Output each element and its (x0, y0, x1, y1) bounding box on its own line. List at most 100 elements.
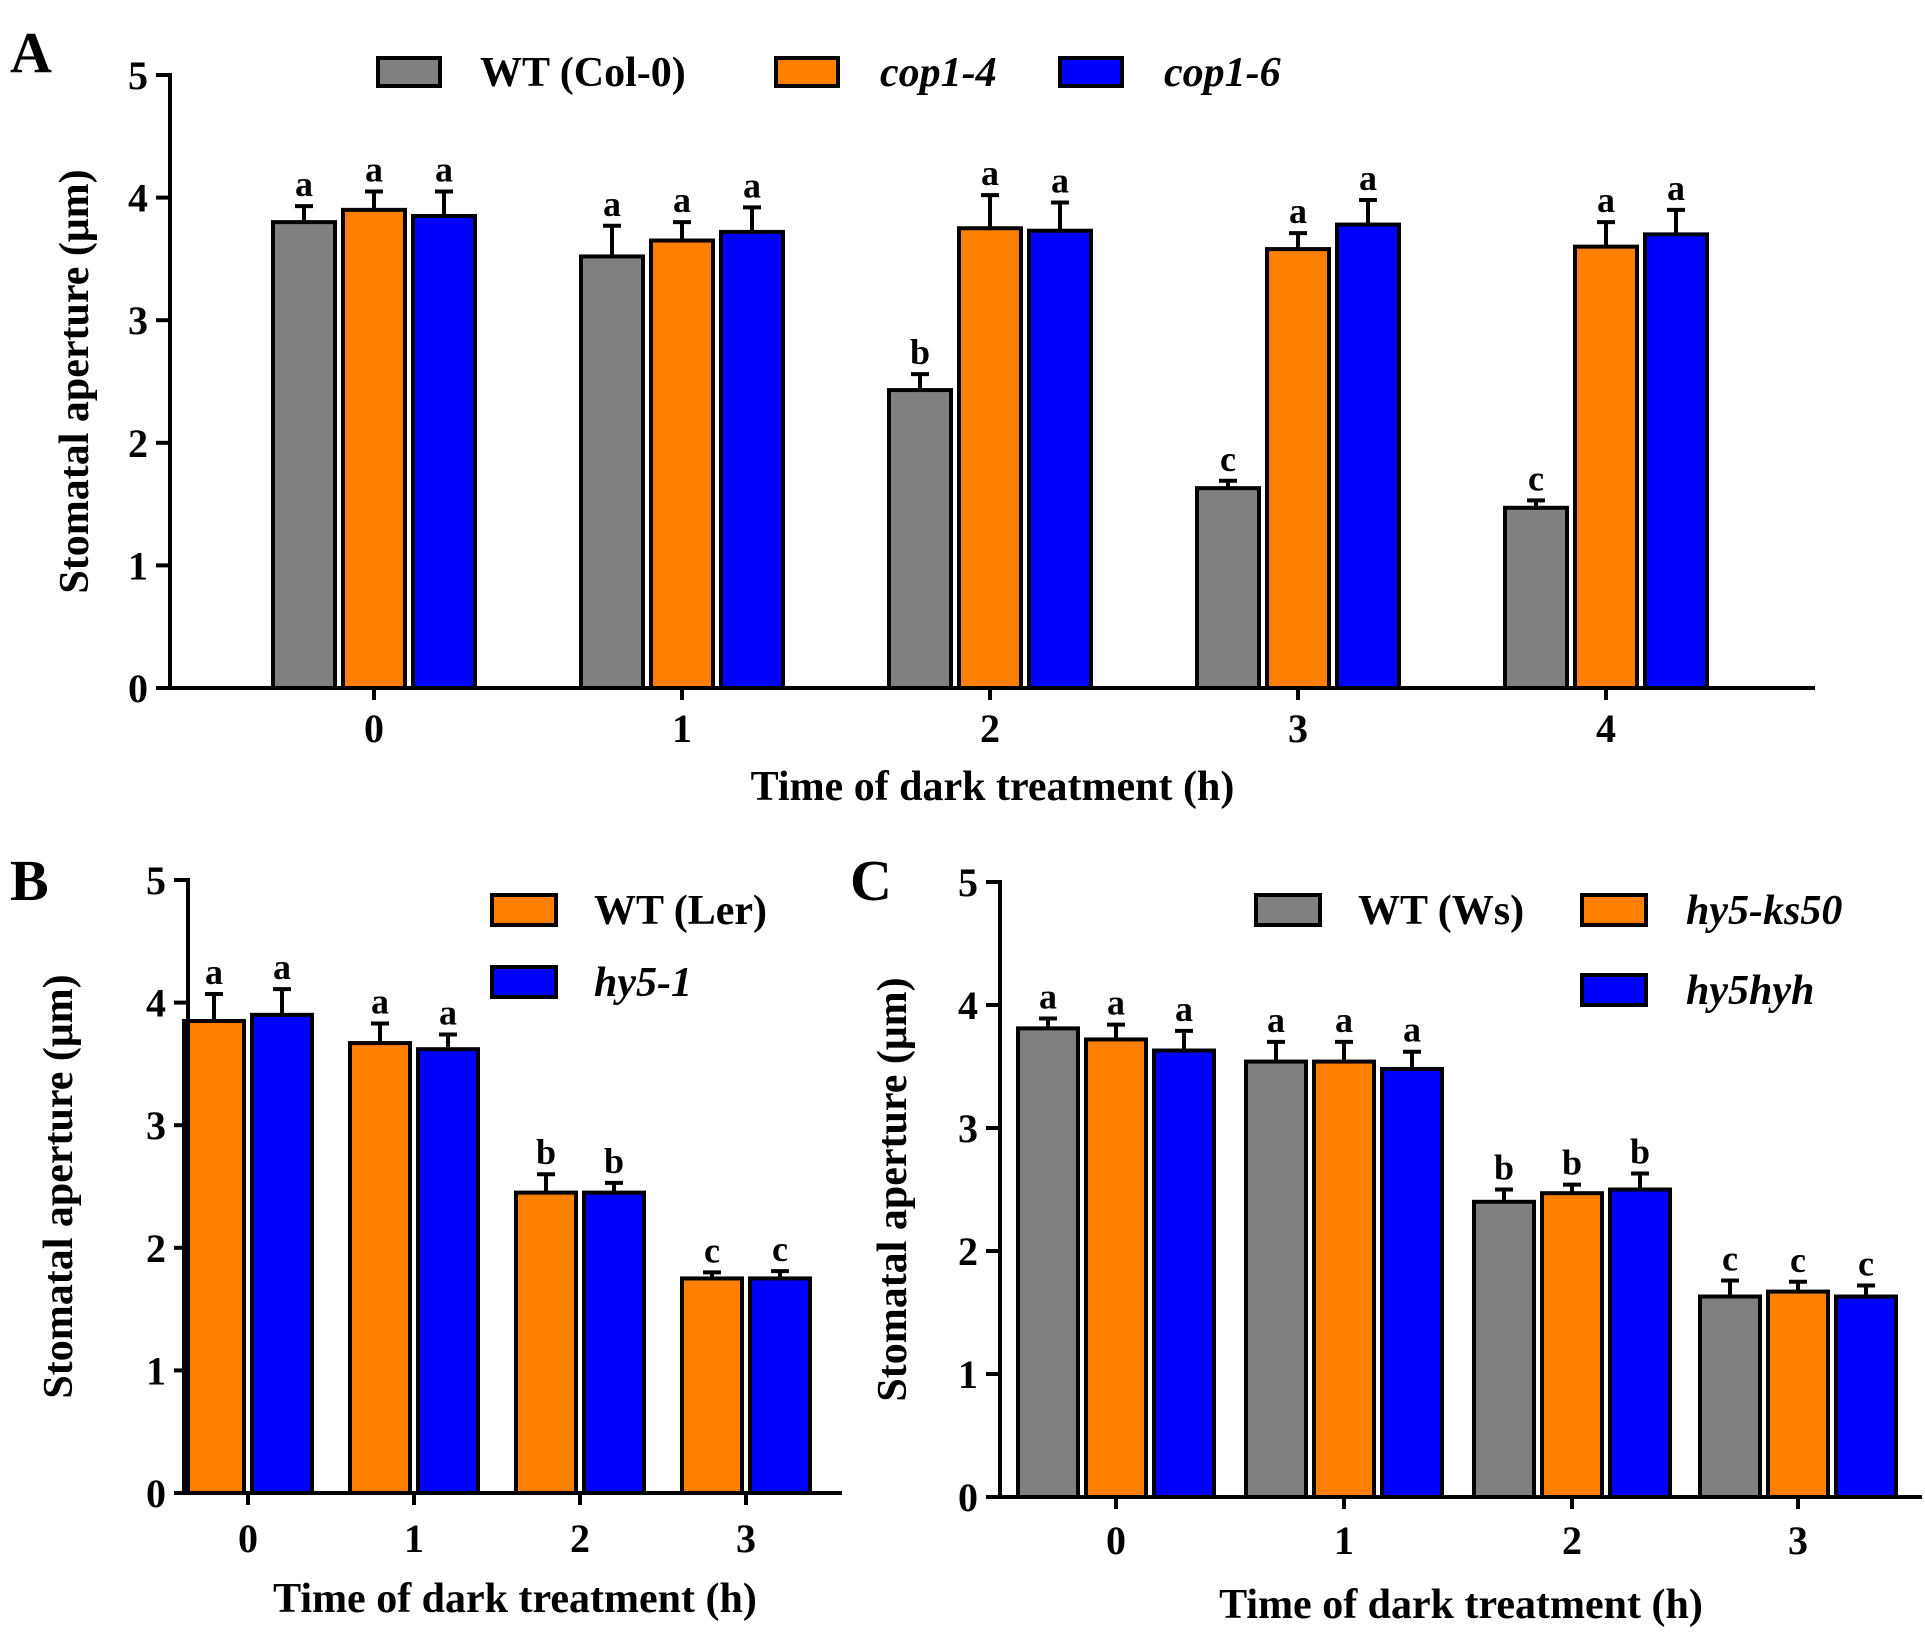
x-tick-label: 3 (736, 1516, 756, 1561)
y-tick-label: 1 (958, 1352, 978, 1397)
bar (680, 1276, 744, 1495)
significance-letter: a (439, 992, 457, 1032)
legend-label: WT (Col-0) (480, 50, 686, 96)
legend: WT (Col-0) cop1-4 cop1-6 (376, 50, 1281, 96)
legend-label: hy5-ks50 (1686, 888, 1842, 934)
significance-letter: b (1494, 1148, 1514, 1188)
bar (1540, 1191, 1604, 1499)
significance-letter: c (1790, 1240, 1806, 1280)
x-axis-label: Time of dark treatment (h) (1219, 1582, 1703, 1628)
y-tick-label: 2 (958, 1229, 978, 1274)
legend-label: hy5-1 (594, 960, 692, 1006)
legend: WT (Ws) hy5-ks50 hy5hyh (1254, 888, 1842, 1014)
legend-swatch (1580, 973, 1648, 1007)
bar (1573, 244, 1639, 690)
x-tick-label: 0 (364, 706, 384, 751)
x-tick-label: 4 (1596, 706, 1616, 751)
y-tick-label: 3 (146, 1103, 166, 1148)
bar (1608, 1187, 1672, 1499)
bar (271, 220, 337, 690)
significance-letter: c (1528, 458, 1544, 498)
panel-letter-text: B (10, 848, 49, 913)
significance-letter: a (603, 184, 621, 224)
y-tick-label: 2 (128, 421, 148, 466)
y-tick-label: 0 (128, 666, 148, 711)
panel-c-chart: Ca a b c a a b c a a b c 0 1 2 3 4 5 0 1 2 3 Time of dark trea… (850, 848, 1922, 1628)
y-tick-label: 4 (128, 176, 148, 221)
significance-letter: a (1039, 977, 1057, 1017)
bar (1834, 1294, 1898, 1500)
bar (1244, 1059, 1308, 1499)
x-axis-label: Time of dark treatment (h) (751, 764, 1235, 810)
significance-letter: a (1107, 983, 1125, 1023)
y-tick-label: 5 (128, 53, 148, 98)
legend-label: WT (Ws) (1358, 888, 1524, 934)
significance-letter: c (1858, 1243, 1874, 1283)
bar (1698, 1294, 1762, 1500)
significance-letter: c (1722, 1239, 1738, 1279)
significance-letter: a (1267, 1000, 1285, 1040)
legend-swatch (490, 965, 558, 999)
panel-b-chart: Ba a b c a a b c 0 1 2 3 4 5 0 1 2 3 Time of dark treatmen… (10, 848, 842, 1622)
panel-a-chart: Aa a b c c a a a a a a a a a a 0 1 2 3 4 5 0 1 2 3 4 Time of dark … (10, 20, 1815, 810)
x-tick-label: 3 (1288, 706, 1308, 751)
bar (1380, 1066, 1444, 1499)
bar (1503, 505, 1569, 691)
x-tick-label: 3 (1788, 1518, 1808, 1563)
bar (416, 1047, 480, 1495)
significance-letter: b (1630, 1132, 1650, 1172)
x-tick-label: 2 (1562, 1518, 1582, 1563)
y-tick-label: 0 (146, 1471, 166, 1516)
significance-letter: a (371, 981, 389, 1021)
significance-letter: a (1335, 1000, 1353, 1040)
significance-letter: a (1051, 161, 1069, 201)
significance-letter: b (536, 1132, 556, 1172)
bar (250, 1012, 314, 1495)
significance-letter: a (981, 153, 999, 193)
y-tick-label: 0 (958, 1475, 978, 1520)
bar (957, 226, 1023, 690)
bar (1766, 1289, 1830, 1499)
y-tick-label: 5 (958, 860, 978, 905)
bar (719, 229, 785, 690)
significance-letter: b (1562, 1143, 1582, 1183)
y-tick-label: 1 (146, 1348, 166, 1393)
bar (1335, 222, 1401, 691)
bar (341, 207, 407, 691)
significance-letter: a (673, 180, 691, 220)
significance-letter: c (704, 1230, 720, 1270)
bar (649, 238, 715, 690)
significance-letter: a (435, 149, 453, 189)
y-tick-label: 4 (146, 981, 166, 1026)
y-tick-label: 2 (146, 1226, 166, 1271)
bar (1016, 1026, 1080, 1499)
legend-swatch (1254, 893, 1322, 927)
legend-label: cop1-4 (880, 50, 997, 96)
bar (582, 1190, 646, 1495)
x-tick-label: 0 (238, 1516, 258, 1561)
x-tick-label: 1 (672, 706, 692, 751)
x-tick-label: 2 (980, 706, 1000, 751)
bar (1152, 1048, 1216, 1499)
bar (348, 1041, 412, 1495)
x-tick-label: 1 (404, 1516, 424, 1561)
y-tick-label: 4 (958, 983, 978, 1028)
panel-letter-text: A (10, 20, 52, 85)
significance-letter: a (1403, 1010, 1421, 1050)
y-tick-label: 3 (958, 1106, 978, 1151)
significance-letter: c (772, 1229, 788, 1269)
bar (748, 1276, 812, 1495)
bar (514, 1190, 578, 1495)
panel-letter-text: C (850, 848, 892, 913)
legend-label: cop1-6 (1164, 50, 1281, 96)
bar (1084, 1037, 1148, 1499)
y-tick-label: 3 (128, 298, 148, 343)
legend-swatch (1580, 893, 1648, 927)
significance-letter: b (604, 1141, 624, 1181)
y-axis-label: Stomatal aperture (μm) (36, 974, 82, 1398)
significance-letter: a (205, 952, 223, 992)
bar (1265, 247, 1331, 690)
bar (182, 1018, 246, 1495)
significance-letter: b (910, 332, 930, 372)
